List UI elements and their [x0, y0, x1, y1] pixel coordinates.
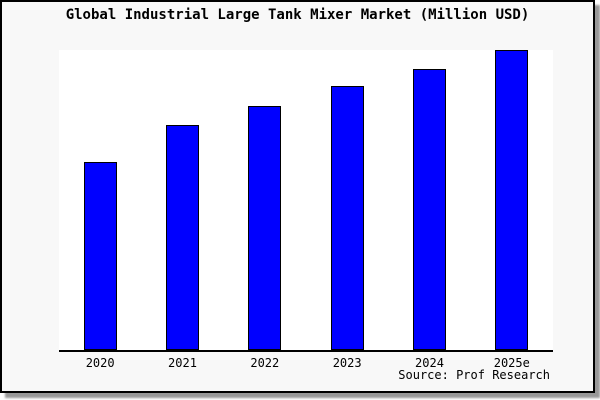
bar-2020 [83, 161, 117, 350]
bars-group [59, 50, 553, 350]
bar-2024 [412, 68, 446, 350]
bar-2025e [495, 50, 529, 350]
chart-frame: Global Industrial Large Tank Mixer Marke… [0, 0, 595, 393]
bar-2022 [248, 105, 282, 350]
x-tick-label-2024: 2024 [415, 356, 444, 370]
source-credit: Source: Prof Research [398, 368, 550, 382]
bar-column-2020 [59, 50, 141, 350]
bar-column-2025e [471, 50, 553, 350]
bar-column-2023 [306, 50, 388, 350]
x-axis-labels: 2020 2021 2022 2023 2024 2025e [59, 356, 553, 370]
bar-column-2022 [224, 50, 306, 350]
x-tick-label-2025e: 2025e [493, 356, 530, 370]
bar-column-2021 [141, 50, 223, 350]
bar-2023 [330, 85, 364, 350]
bar-column-2024 [388, 50, 470, 350]
x-tick-label-2020: 2020 [85, 356, 115, 370]
chart-title: Global Industrial Large Tank Mixer Marke… [65, 7, 530, 23]
x-tick-label-2023: 2023 [332, 356, 362, 370]
bar-2021 [165, 124, 199, 350]
x-tick-label-2022: 2022 [250, 356, 280, 370]
x-tick-label-2021: 2021 [168, 356, 197, 370]
plot-area [59, 50, 553, 352]
